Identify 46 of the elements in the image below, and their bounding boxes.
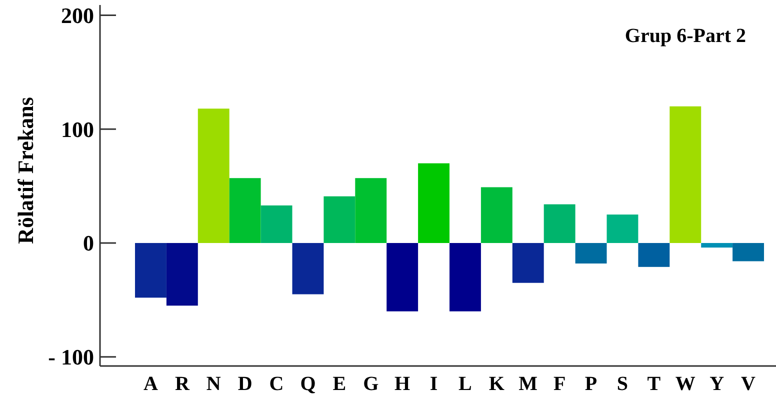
bar (544, 204, 576, 244)
bar (324, 196, 356, 244)
y-tick-label: 200 (61, 2, 94, 28)
x-tick-label: P (584, 373, 598, 395)
bar (732, 243, 764, 262)
x-tick-label: L (458, 373, 472, 395)
bar (670, 106, 702, 244)
x-tick-label: V (741, 373, 756, 395)
y-axis-title: Rölatif Frekans (13, 96, 38, 244)
x-tick-label: E (332, 373, 346, 395)
bar (292, 243, 324, 294)
bar (355, 178, 387, 244)
bar (229, 178, 261, 244)
x-tick-label: S (616, 373, 628, 395)
x-tick-label: C (269, 373, 284, 395)
x-tick-label: T (647, 373, 662, 395)
bar (166, 243, 198, 306)
bar (638, 243, 670, 267)
x-tick-label: R (174, 373, 190, 395)
y-tick-label: 100 (61, 116, 94, 142)
bar (606, 214, 638, 244)
x-tick-label: N (206, 373, 222, 395)
x-tick-label: A (144, 373, 158, 395)
x-tick-label: I (430, 373, 438, 395)
x-tick-label: G (363, 373, 380, 395)
x-tick-label: Q (300, 373, 316, 395)
bar (386, 243, 418, 312)
x-tick-label: Y (710, 373, 725, 395)
bar (418, 163, 450, 244)
bar (575, 243, 607, 264)
x-tick-label: W (675, 373, 696, 395)
x-tick-label: D (238, 373, 252, 395)
x-tick-label: K (488, 373, 505, 395)
text: Grup 6-Part 2 (624, 25, 746, 47)
bar (198, 108, 230, 244)
bar (701, 243, 733, 248)
bar (135, 243, 166, 298)
bar (260, 205, 292, 244)
bar (512, 243, 544, 283)
y-tick-label: - 100 (48, 344, 94, 370)
bar (450, 243, 481, 312)
bar (480, 187, 512, 244)
y-tick-label: 0 (83, 230, 94, 256)
x-tick-label: H (394, 373, 411, 395)
x-tick-label: M (518, 373, 538, 395)
x-tick-label: F (553, 373, 566, 395)
